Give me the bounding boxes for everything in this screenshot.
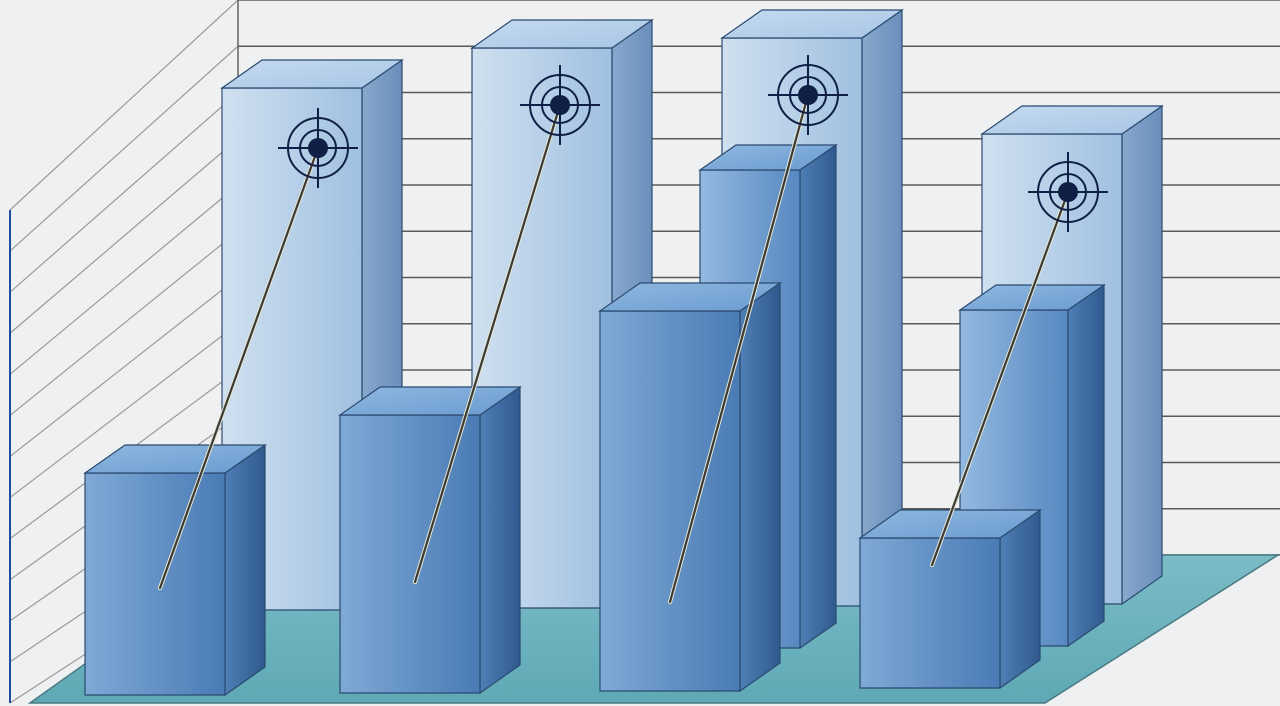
front-bar-1-side xyxy=(480,387,520,693)
front-bar-0-front xyxy=(85,473,225,695)
front-bar-3-front xyxy=(860,538,1000,688)
front-bar-2-front xyxy=(600,311,740,691)
front-bar-1-front xyxy=(340,415,480,693)
mid-bar-3-side xyxy=(1068,285,1104,646)
back-bar-3-side xyxy=(1122,106,1162,604)
mid-bar-2-side xyxy=(800,145,836,648)
front-bar-3-side xyxy=(1000,510,1040,688)
front-bar-0-side xyxy=(225,445,265,695)
front-bar-2-side xyxy=(740,283,780,691)
bar-chart-3d xyxy=(0,0,1280,706)
